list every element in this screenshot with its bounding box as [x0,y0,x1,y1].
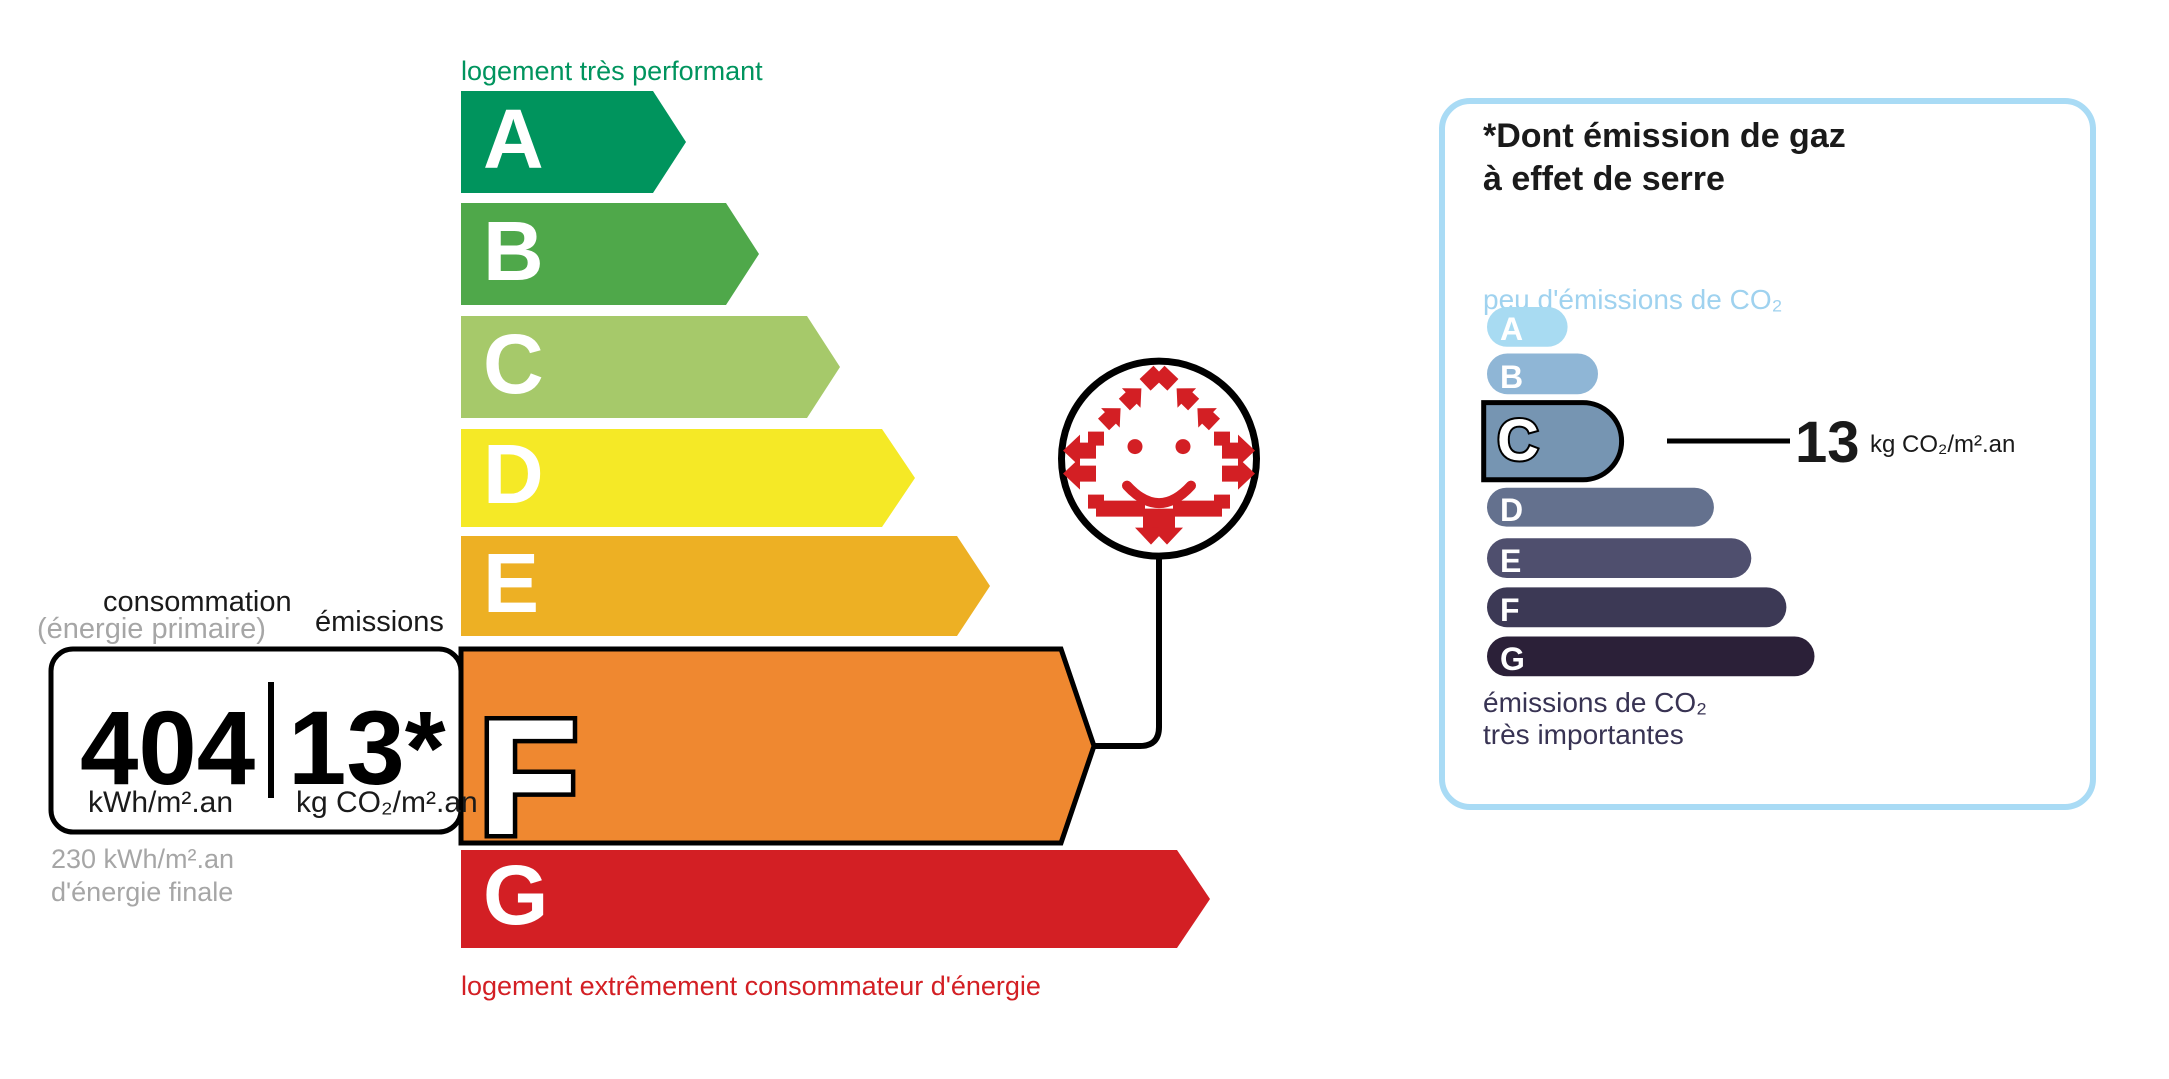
svg-text:émissions de CO₂: émissions de CO₂ [1483,687,1707,718]
svg-text:F: F [1500,592,1520,628]
svg-text:A: A [483,92,544,186]
svg-text:D: D [483,427,544,521]
svg-text:E: E [483,536,539,630]
svg-text:A: A [1500,311,1523,347]
svg-text:B: B [1500,359,1523,395]
svg-text:G: G [1500,641,1525,677]
svg-text:C: C [1497,408,1539,473]
svg-text:d'énergie finale: d'énergie finale [51,877,233,907]
svg-text:(énergie primaire): (énergie primaire) [37,613,266,645]
svg-text:kg CO₂/m².an: kg CO₂/m².an [296,786,478,819]
svg-text:logement extrêmement consommat: logement extrêmement consommateur d'éner… [461,971,1041,1001]
svg-text:C: C [483,317,544,411]
svg-text:kg CO₂/m².an: kg CO₂/m².an [1870,431,2015,458]
svg-text:G: G [483,848,548,942]
svg-text:D: D [1500,492,1523,528]
svg-text:F: F [478,685,579,869]
svg-text:*Dont émission de gaz: *Dont émission de gaz [1483,117,1846,155]
svg-text:kWh/m².an: kWh/m².an [88,786,233,819]
svg-text:B: B [483,204,544,298]
svg-text:émissions: émissions [315,606,444,638]
svg-text:à effet de serre: à effet de serre [1483,160,1725,198]
svg-text:230 kWh/m².an: 230 kWh/m².an [51,844,234,874]
svg-text:E: E [1500,543,1521,579]
svg-text:très importantes: très importantes [1483,719,1684,750]
svg-text:logement très performant: logement très performant [461,56,763,86]
svg-text:13: 13 [1795,410,1860,475]
